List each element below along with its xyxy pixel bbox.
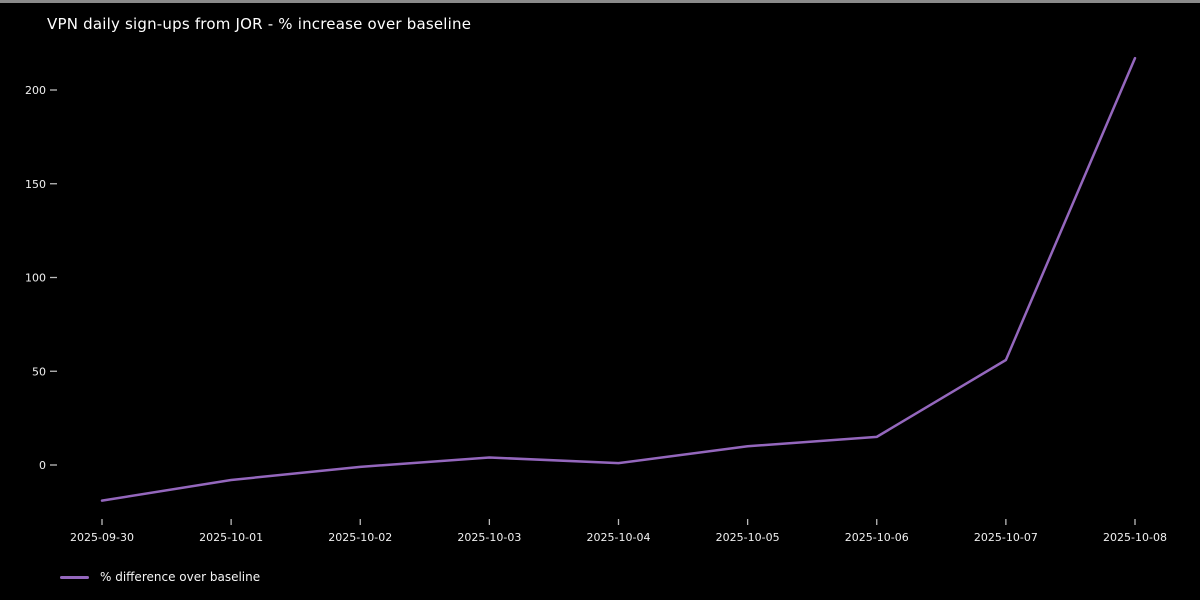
x-axis-tick-label: 2025-10-04 xyxy=(587,531,651,544)
chart-title: VPN daily sign-ups from JOR - % increase… xyxy=(47,15,472,33)
x-axis-tick-label: 2025-09-30 xyxy=(70,531,134,544)
y-axis-tick-label: 100 xyxy=(25,272,46,285)
legend-line-swatch xyxy=(60,575,89,579)
x-axis-tick-label: 2025-10-01 xyxy=(199,531,263,544)
legend-series-label: % difference over baseline xyxy=(100,570,261,584)
x-axis-tick-label: 2025-10-06 xyxy=(845,531,909,544)
series-line xyxy=(100,56,1137,502)
x-axis-tick-label: 2025-10-02 xyxy=(328,531,392,544)
x-axis-tick-label: 2025-10-08 xyxy=(1103,531,1167,544)
x-axis-tick-label: 2025-10-05 xyxy=(716,531,780,544)
y-axis-tick-label: 200 xyxy=(25,84,46,97)
y-axis-tick-label: 50 xyxy=(32,365,46,378)
window-top-border xyxy=(0,0,1200,3)
y-axis-tick-label: 0 xyxy=(39,459,46,472)
chart-legend: % difference over baseline xyxy=(60,570,260,584)
y-axis-tick-label: 150 xyxy=(25,178,46,191)
x-axis-tick-label: 2025-10-03 xyxy=(457,531,521,544)
x-axis-tick-label: 2025-10-07 xyxy=(974,531,1038,544)
